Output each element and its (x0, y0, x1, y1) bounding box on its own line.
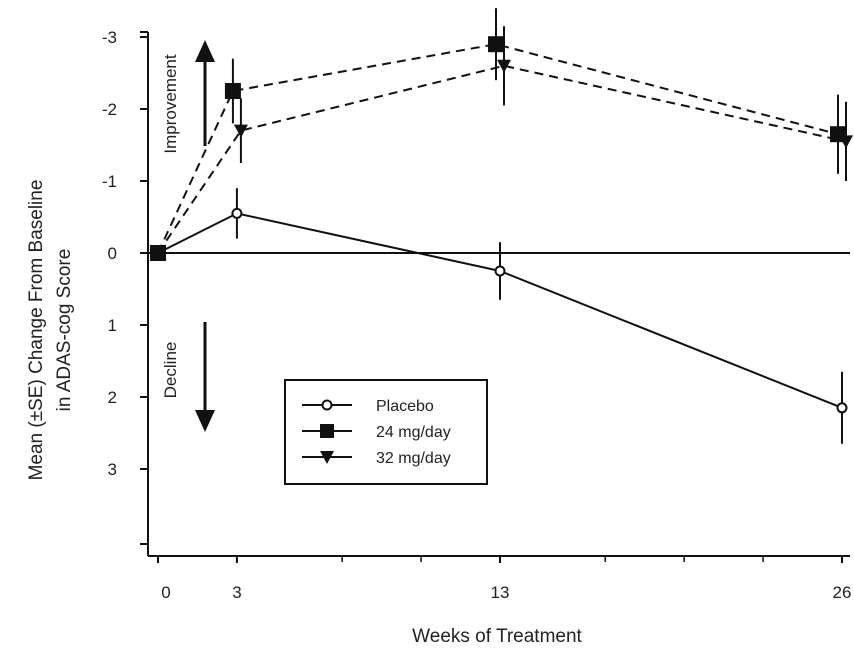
series-line (157, 43, 839, 254)
x-tick-label: 13 (491, 583, 510, 602)
legend-item-placebo: Placebo (302, 398, 434, 415)
data-point (151, 247, 165, 260)
legend-square-marker-icon (320, 424, 334, 438)
data-point (494, 265, 506, 277)
legend-circle-marker-icon (321, 399, 333, 411)
data-point (224, 83, 241, 99)
legend-triangle-marker-icon (320, 451, 334, 464)
series-2 (151, 26, 853, 260)
decline-label: Decline (161, 342, 180, 399)
y-tick-label: 3 (108, 460, 117, 479)
series-line (157, 212, 843, 409)
legend-item-24mg: 24 mg/day (302, 424, 451, 441)
y-tick-label: 1 (108, 316, 117, 335)
y-tick-label: -3 (102, 28, 117, 47)
data-point (497, 59, 511, 73)
data-point (836, 402, 848, 414)
y-tick-label: -2 (102, 100, 117, 119)
series-0 (152, 188, 848, 444)
data-point (839, 135, 853, 149)
y-axis-title-line2: in ADAS-cog Score (54, 249, 75, 412)
legend: Placebo 24 mg/day 32 mg/day (284, 379, 488, 485)
y-axis-title-line1: Mean (±SE) Change From Baseline (26, 180, 47, 481)
decline-arrow-icon (195, 322, 215, 432)
x-tick-label: 0 (161, 583, 170, 602)
improvement-arrow-icon (195, 40, 215, 146)
legend-label-placebo: Placebo (376, 398, 434, 415)
x-tick-label: 3 (232, 583, 241, 602)
x-axis-title: Weeks of Treatment (412, 626, 582, 647)
y-tick-label: 0 (108, 244, 117, 263)
series-line (157, 64, 847, 254)
improvement-label: Improvement (161, 54, 180, 153)
legend-label-32mg: 32 mg/day (376, 450, 451, 467)
data-point (231, 207, 243, 219)
data-point (488, 36, 504, 53)
legend-label-24mg: 24 mg/day (376, 424, 451, 441)
series-1 (150, 8, 846, 261)
legend-item-32mg: 32 mg/day (302, 450, 451, 467)
y-tick-label: 2 (108, 388, 117, 407)
data-point (233, 124, 248, 138)
y-tick-label: -1 (102, 172, 117, 191)
x-tick-label: 26 (833, 583, 852, 602)
